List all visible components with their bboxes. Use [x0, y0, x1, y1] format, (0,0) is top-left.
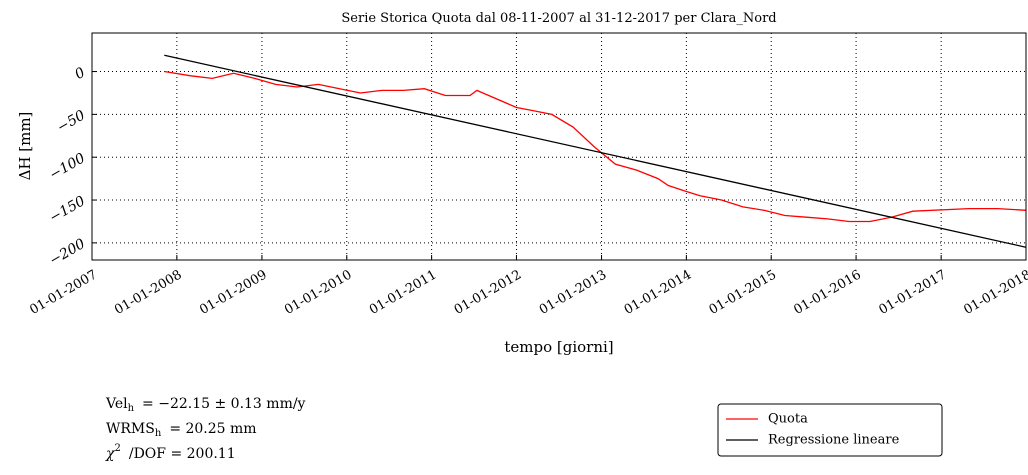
x-tick-label: 01-01-2007: [27, 268, 99, 318]
legend-label: Quota: [768, 412, 808, 427]
annotation-label: WRMS: [106, 421, 155, 437]
y-tick-label: −150: [47, 193, 88, 226]
annotation: χ2/DOF = 200.11: [105, 443, 236, 463]
x-tick-label: 01-01-2018: [961, 268, 1028, 318]
x-tick-label: 01-01-2009: [197, 268, 269, 318]
legend-box: [717, 403, 943, 457]
annotation: Velh = −22.15 ± 0.13 mm/y: [105, 396, 306, 414]
annotation-label: χ: [105, 446, 116, 462]
x-tick-label: 01-01-2013: [537, 268, 609, 318]
chart-title: Serie Storica Quota dal 08-11-2007 al 31…: [341, 11, 776, 26]
y-tick-label: −50: [54, 107, 88, 136]
annotation-subscript: h: [128, 403, 135, 414]
y-tick-label: 0: [72, 65, 88, 83]
x-tick-label: 01-01-2014: [622, 268, 694, 318]
y-axis-label: ΔH [mm]: [16, 112, 34, 181]
annotation-superscript: 2: [114, 443, 120, 454]
x-tick-label: 01-01-2008: [112, 268, 184, 318]
annotation-label: Vel: [105, 396, 128, 412]
x-tick-label: 01-01-2011: [367, 268, 439, 318]
annotation-text: /DOF = 200.11: [129, 446, 236, 462]
y-tick-label: −100: [47, 150, 88, 183]
annotation-subscript: h: [155, 428, 162, 439]
x-axis-label: tempo [giorni]: [504, 338, 613, 356]
plot-frame: [91, 32, 1027, 261]
y-tick-label: −200: [47, 236, 88, 269]
x-tick-label: 01-01-2015: [707, 268, 779, 318]
annotation-text: = 20.25 mm: [169, 421, 256, 437]
x-tick-label: 01-01-2017: [876, 268, 948, 318]
legend-label: Regressione lineare: [768, 433, 900, 448]
x-tick-label: 01-01-2010: [282, 268, 354, 318]
annotation-text: = −22.15 ± 0.13 mm/y: [142, 396, 306, 412]
annotation: WRMSh = 20.25 mm: [106, 421, 257, 439]
series-line: [164, 70, 1026, 223]
series-line: [164, 54, 1026, 248]
x-tick-label: 01-01-2016: [791, 268, 863, 318]
x-tick-label: 01-01-2012: [452, 268, 524, 318]
